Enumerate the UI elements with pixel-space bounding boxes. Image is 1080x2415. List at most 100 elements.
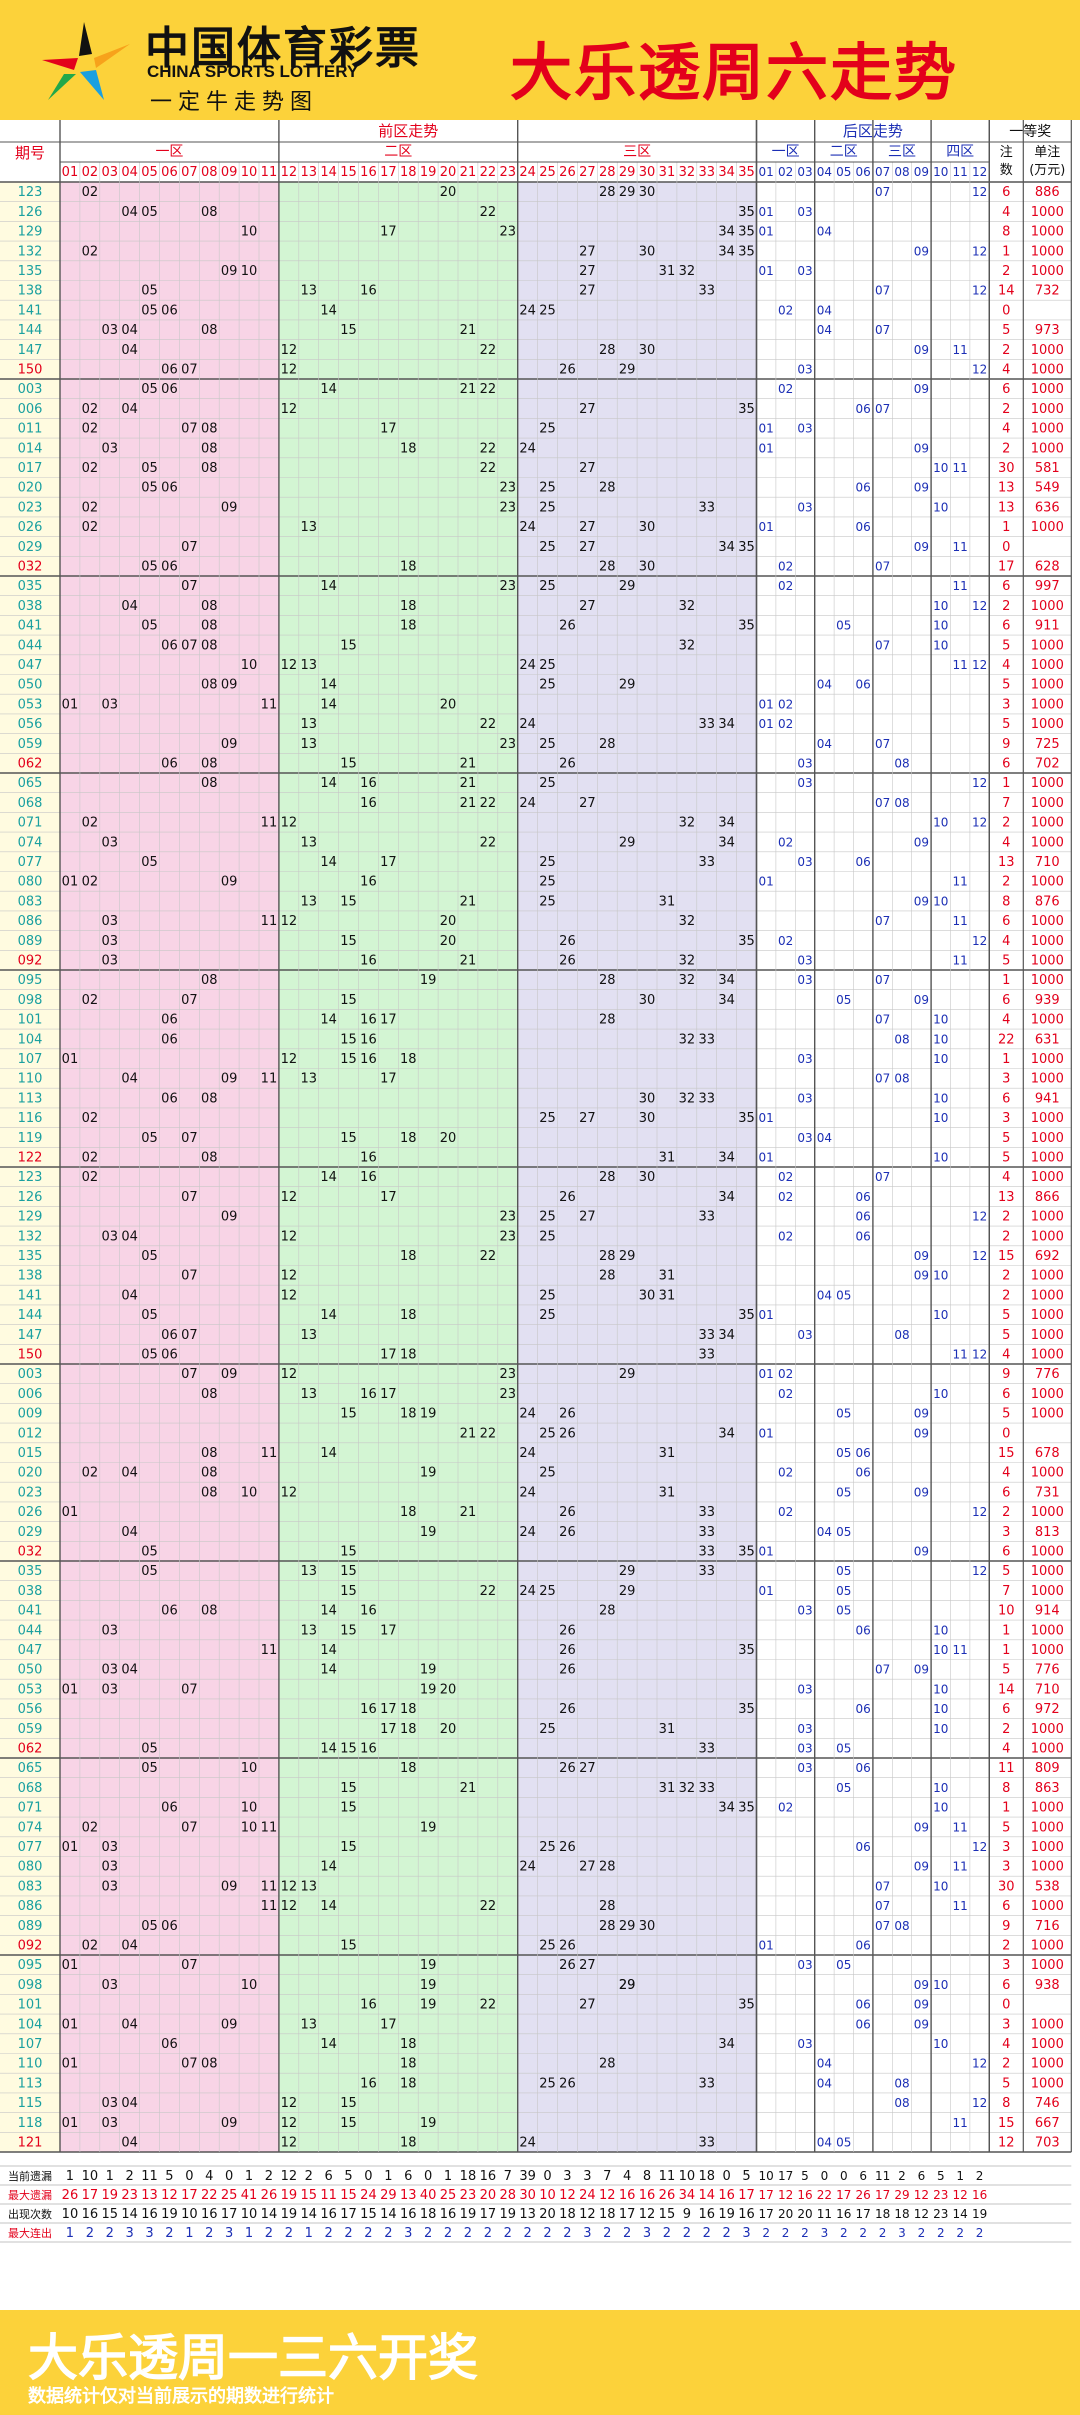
prize-amount: 1000	[1031, 816, 1064, 831]
front-ball: 26	[559, 1840, 576, 1855]
front-ball: 21	[460, 796, 477, 811]
front-ball: 30	[639, 559, 656, 574]
issue-number: 141	[18, 1288, 43, 1303]
front-ball: 33	[698, 1564, 715, 1579]
front-number-header: 23	[499, 165, 516, 180]
front-ball: 10	[241, 225, 258, 240]
back-number-header: 12	[972, 165, 987, 179]
front-ball: 18	[400, 619, 417, 634]
stat-value: 2	[563, 2226, 571, 2241]
front-ball: 13	[300, 1623, 317, 1638]
prize-amount: 710	[1035, 1682, 1060, 1697]
prize-amount: 997	[1035, 579, 1060, 594]
front-ball: 33	[698, 1741, 715, 1756]
front-ball: 01	[62, 1052, 79, 1067]
stat-value: 5	[165, 2169, 173, 2184]
front-ball: 05	[141, 205, 158, 220]
back-ball: 08	[894, 1919, 909, 1933]
stat-value: 16	[738, 2207, 755, 2222]
stat-value: 2	[165, 2226, 173, 2241]
front-number-header: 30	[639, 165, 656, 180]
trend-table: 期号 前区走势 后区走势 一等奖注数单注 (万元) 一区 二区 三区 一区 二区 三区 四区 01 02 0…	[0, 120, 1080, 2310]
stat-value: 3	[643, 2226, 651, 2241]
front-ball: 24	[519, 1407, 536, 1422]
front-ball: 34	[718, 244, 735, 259]
stat-value: 29	[380, 2188, 397, 2203]
stat-value: 22	[201, 2188, 218, 2203]
stat-value: 2	[265, 2169, 273, 2184]
stat-value: 2	[840, 2226, 848, 2240]
front-ball: 29	[619, 678, 636, 693]
front-ball: 27	[579, 1111, 596, 1126]
stat-value: 14	[261, 2207, 278, 2222]
prize-count: 2	[1002, 599, 1010, 614]
front-ball: 12	[281, 1229, 298, 1244]
prize-count: 2	[1002, 441, 1010, 456]
back-ball: 09	[914, 382, 929, 396]
front-ball: 11	[261, 1899, 278, 1914]
front-ball: 12	[281, 1899, 298, 1914]
front-ball: 26	[559, 756, 576, 771]
front-ball: 05	[141, 481, 158, 496]
front-ball: 03	[101, 2116, 118, 2131]
front-ball: 05	[141, 619, 158, 634]
back-ball: 07	[875, 796, 890, 810]
front-ball: 16	[360, 1013, 377, 1028]
back-ball: 03	[797, 1741, 812, 1755]
front-ball: 27	[579, 540, 596, 555]
back-ball: 05	[836, 1288, 851, 1302]
stat-value: 14	[953, 2207, 968, 2221]
front-number-header: 29	[619, 165, 636, 180]
front-ball: 04	[121, 2135, 138, 2150]
front-ball: 32	[679, 973, 696, 988]
front-ball: 16	[360, 796, 377, 811]
stat-value: 19	[499, 2207, 516, 2222]
stat-value: 23	[460, 2188, 477, 2203]
back-number-header: 05	[836, 165, 851, 179]
back-ball: 03	[797, 1682, 812, 1696]
prize-count: 6	[1002, 1702, 1010, 1717]
issue-number: 068	[18, 1781, 43, 1796]
back-ball: 11	[953, 579, 968, 593]
prize-count: 1	[1002, 776, 1010, 791]
stat-value: 14	[380, 2207, 397, 2222]
front-area-header: 前区走势	[378, 122, 438, 140]
front-ball: 16	[360, 1387, 377, 1402]
back-number-header: 03	[797, 165, 812, 179]
stat-value: 2	[976, 2169, 984, 2183]
stat-value: 15	[659, 2207, 676, 2222]
back-ball: 10	[933, 816, 948, 830]
issue-number: 003	[18, 1367, 43, 1382]
stat-value: 12	[914, 2188, 929, 2202]
stat-value: 18	[599, 2207, 616, 2222]
back-ball: 05	[836, 619, 851, 633]
issue-number: 062	[18, 756, 43, 771]
prize-count: 13	[998, 855, 1015, 870]
front-ball: 22	[480, 382, 497, 397]
back-ball: 03	[797, 362, 812, 376]
front-ball: 04	[121, 343, 138, 358]
prize-amount: 1000	[1031, 1643, 1064, 1658]
stat-value: 6	[404, 2169, 412, 2184]
front-ball: 02	[82, 520, 99, 535]
back-ball: 10	[933, 1150, 948, 1164]
front-ball: 07	[181, 1820, 198, 1835]
issue-number: 044	[18, 1623, 43, 1638]
prize-count: 2	[1002, 1722, 1010, 1737]
front-ball: 25	[539, 540, 556, 555]
issue-number: 026	[18, 1505, 43, 1520]
back-ball: 10	[933, 1978, 948, 1992]
front-ball: 02	[82, 185, 99, 200]
front-ball: 03	[101, 1663, 118, 1678]
issue-number: 038	[18, 1584, 43, 1599]
front-ball: 28	[599, 2057, 616, 2072]
front-ball: 18	[400, 1308, 417, 1323]
back-ball: 03	[797, 973, 812, 987]
back-ball: 08	[894, 756, 909, 770]
issue-number: 101	[18, 1013, 43, 1028]
back-ball: 07	[875, 1919, 890, 1933]
issue-number: 059	[18, 737, 43, 752]
front-ball: 31	[659, 1781, 676, 1796]
stat-value: 11	[320, 2188, 337, 2203]
issue-number: 083	[18, 894, 43, 909]
